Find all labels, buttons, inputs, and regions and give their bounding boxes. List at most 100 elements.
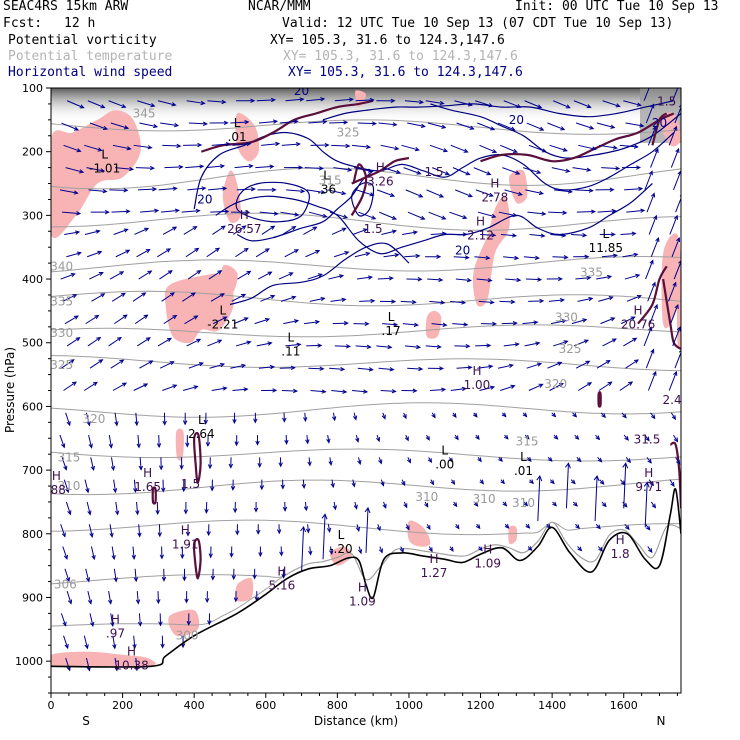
wind-vector-head-204 (612, 253, 618, 258)
wind-vector-shaft-69 (479, 144, 497, 153)
wind-vector-23 (623, 100, 642, 107)
wind-vector-head-104 (73, 190, 79, 195)
wind-vector-shaft-240 (210, 293, 225, 302)
y-tick-label-9: 1000 (15, 655, 43, 668)
wind-vector-350 (351, 389, 369, 394)
wind-vector-shaft-291 (186, 338, 201, 347)
wind-vector-shaft-267 (233, 317, 248, 325)
wind-vector-head-515 (596, 524, 601, 530)
wind-vector-66 (401, 144, 420, 152)
wind-vector-head-500 (235, 530, 240, 536)
wind-vector-shaft-348 (310, 390, 326, 393)
pv-contour-9 (669, 441, 681, 509)
wind-vector-10 (306, 97, 326, 102)
wind-vector-shaft-52 (63, 144, 81, 152)
wind-vector-503 (305, 524, 311, 534)
wind-vector-139 (280, 211, 300, 217)
wind-vector-137 (231, 210, 251, 215)
wind-vector-74 (598, 144, 618, 150)
wind-vector-161 (183, 225, 198, 235)
wind-vector-head-103 (675, 147, 680, 154)
wind-vector-head-278 (512, 321, 518, 326)
wind-vector-417 (90, 457, 95, 472)
extremum-value-24: 1.91 (172, 537, 199, 551)
wind-vector-head-132 (125, 209, 131, 214)
wind-vector-head-256 (608, 296, 614, 301)
extremum-value-11: .11 (281, 344, 300, 358)
wind-vector-120 (454, 189, 473, 198)
wind-vector-head-351 (391, 389, 397, 394)
wind-vector-530 (358, 546, 363, 555)
wind-vector-head-92 (416, 170, 422, 175)
wind-vector-318 (209, 362, 226, 369)
wind-vector-456 (401, 479, 406, 487)
wind-vector-319 (230, 363, 247, 369)
wind-vector-548 (252, 568, 257, 580)
wind-vector-157 (84, 229, 101, 235)
wind-vector-123 (525, 189, 545, 195)
wind-vector-head-368 (162, 420, 167, 426)
wind-vector-shaft-276 (452, 323, 468, 326)
field-name-theta: Potential temperature (8, 49, 173, 64)
wind-vector-head-173 (491, 232, 497, 238)
updraft-vector-6 (622, 462, 629, 509)
wind-vector-430 (406, 457, 411, 464)
wind-vector-shaft-278 (501, 322, 517, 325)
wind-vector-shaft-416 (61, 457, 67, 470)
wind-vector-21 (573, 100, 592, 109)
wind-vector-117 (376, 189, 396, 197)
wind-vector-head-150 (562, 210, 568, 215)
wind-vector-421 (179, 457, 184, 470)
wind-vector-shaft-390 (59, 434, 65, 448)
wind-vector-60 (261, 141, 281, 147)
wind-vector-head-382 (501, 412, 507, 418)
wind-vector-247 (379, 299, 397, 304)
wind-vector-shaft-175 (529, 233, 545, 237)
wind-vector-shaft-540 (64, 568, 70, 582)
wind-vector-shaft-165 (282, 226, 296, 235)
pv-shaded-regions (51, 90, 681, 668)
wind-vector-head-279 (533, 320, 539, 325)
wind-vector-head-422 (207, 464, 213, 470)
wind-vector-shaft-34 (258, 120, 277, 124)
wind-vector-head-314 (119, 359, 125, 364)
wind-vector-197 (425, 254, 442, 259)
wind-vector-shaft-59 (232, 143, 251, 146)
wind-vector-head-83 (199, 164, 205, 169)
wind-vector-shaft-117 (376, 189, 395, 197)
wind-vector-head-565 (207, 620, 212, 626)
y-tick-label-0: 100 (22, 82, 43, 95)
wind-vector-419 (138, 457, 143, 471)
wind-vector-head-170 (412, 230, 419, 235)
x-tick-label-2: 400 (184, 699, 205, 712)
contour-labels: 3403353303253203153103063003453153353303… (51, 88, 681, 672)
wind-vector-67 (429, 144, 449, 153)
wind-vector-head-296 (317, 343, 323, 348)
wind-vector-453 (330, 479, 335, 489)
wind-vector-shaft-478 (305, 501, 307, 511)
wind-vector-head-67 (443, 148, 449, 153)
wind-vector-413 (623, 434, 629, 441)
wind-vector-head-263 (143, 314, 149, 319)
wind-vector-head-319 (241, 363, 247, 369)
wind-vector-88 (304, 166, 324, 171)
wind-vector-head-472 (155, 509, 160, 516)
wind-vector-head-246 (370, 298, 376, 304)
wind-vector-head-139 (294, 212, 300, 217)
wind-vector-shaft-61 (281, 143, 300, 146)
wind-vector-572 (65, 657, 71, 672)
wind-vector-head-123 (538, 190, 545, 195)
wind-vector-head-281 (582, 318, 588, 323)
wind-speed-label-0: 20 (197, 192, 212, 206)
wind-vector-head-191 (293, 249, 300, 254)
wind-vector-292 (207, 339, 223, 347)
wind-vector-133 (140, 208, 160, 214)
wind-vector-shaft-143 (379, 211, 397, 220)
wind-vector-head-264 (172, 314, 178, 320)
wind-vector-head-340 (121, 382, 127, 387)
wind-vector-shaft-354 (450, 387, 466, 391)
wind-vector-head-22 (615, 103, 621, 108)
extremum-value-6: 1.5 (424, 165, 443, 179)
theta-contour-12 (51, 521, 681, 627)
wind-vector-head-480 (353, 504, 358, 510)
